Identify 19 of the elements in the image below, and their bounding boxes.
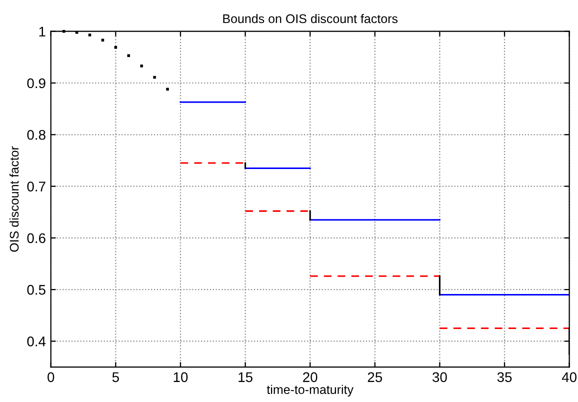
y-tick-label: 0.9	[27, 78, 46, 88]
x-tick-label: 35	[497, 372, 512, 382]
y-tick-label: 1	[39, 26, 46, 36]
x-tick-label: 40	[562, 372, 577, 382]
x-tick-label: 25	[368, 372, 382, 382]
y-tick-label: 0.5	[27, 284, 46, 295]
x-axis-title: time-to-maturity	[266, 384, 354, 396]
y-tick-label: 0.4	[27, 336, 46, 346]
x-tick-label: 10	[174, 372, 188, 382]
x-tick-label: 0	[48, 372, 54, 382]
x-tick-label: 30	[432, 372, 447, 382]
y-tick-label: 0.7	[27, 182, 46, 192]
y-tick-label: 0.6	[27, 233, 46, 244]
y-axis-title: OIS discount factor	[9, 146, 19, 252]
x-tick-label: 20	[303, 372, 318, 382]
y-tick-label: 0.8	[27, 130, 46, 140]
x-tick-label: 15	[238, 372, 252, 382]
chart-title: Bounds on OIS discount factors	[223, 14, 398, 24]
x-tick-label: 5	[112, 372, 119, 382]
